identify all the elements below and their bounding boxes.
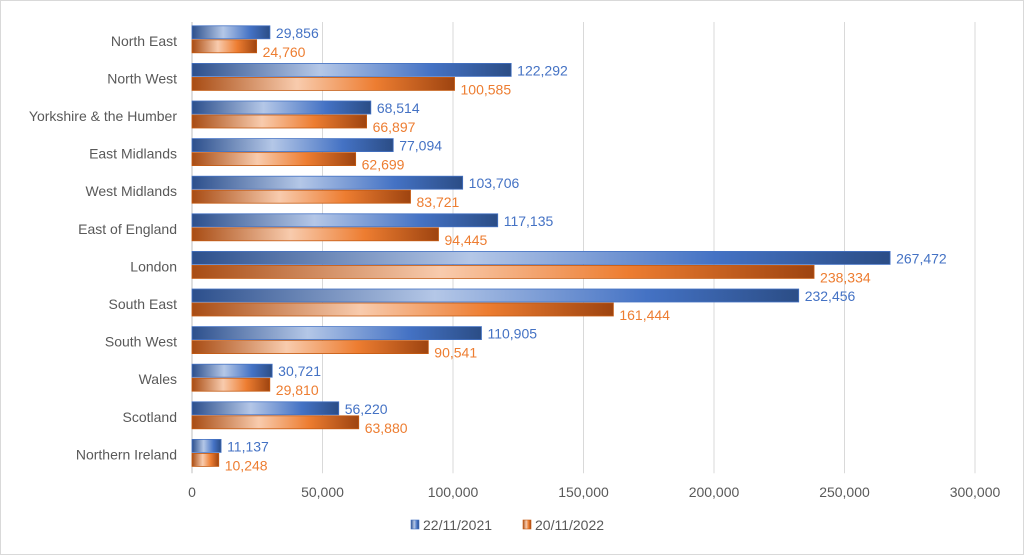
data-label: 11,137 xyxy=(227,438,269,454)
bar-2021 xyxy=(191,438,222,453)
category-label: Northern Ireland xyxy=(76,446,177,462)
bar-2022 xyxy=(191,377,271,392)
data-label: 63,880 xyxy=(365,420,408,436)
data-label: 10,248 xyxy=(225,457,268,473)
data-label: 83,721 xyxy=(417,194,460,210)
legend-swatch-2021 xyxy=(410,519,420,530)
x-tick-label: 200,000 xyxy=(689,484,740,500)
category-label: South West xyxy=(105,334,177,350)
bar-2022 xyxy=(191,264,815,279)
data-label: 103,706 xyxy=(469,175,520,191)
x-tick-label: 250,000 xyxy=(819,484,870,500)
bar-2022 xyxy=(191,340,429,355)
data-label: 24,760 xyxy=(263,44,306,60)
category-label: West Midlands xyxy=(85,183,177,199)
bar-2021 xyxy=(191,401,340,416)
x-tick-label: 300,000 xyxy=(950,484,1001,500)
data-label: 110,905 xyxy=(487,326,537,342)
category-label: Yorkshire & the Humber xyxy=(29,108,177,124)
data-label: 238,334 xyxy=(820,269,871,285)
legend-swatch-2022 xyxy=(522,519,532,530)
data-label: 77,094 xyxy=(399,138,442,154)
bar-2021 xyxy=(191,288,800,303)
bar-2021 xyxy=(191,138,394,153)
x-tick-label: 100,000 xyxy=(428,484,479,500)
data-label: 62,699 xyxy=(362,157,405,173)
data-label: 66,897 xyxy=(373,119,416,135)
data-label: 94,445 xyxy=(445,232,488,248)
x-tick-label: 0 xyxy=(188,484,196,500)
bar-2021 xyxy=(191,250,891,265)
bar-2022 xyxy=(191,227,439,242)
data-label: 30,721 xyxy=(278,363,321,379)
category-label: Wales xyxy=(139,371,177,387)
x-tick-label: 50,000 xyxy=(301,484,344,500)
data-label: 29,856 xyxy=(276,25,319,41)
category-label: East Midlands xyxy=(89,146,177,162)
bar-2021 xyxy=(191,25,271,40)
data-label: 117,135 xyxy=(504,213,554,229)
bar-2022 xyxy=(191,114,368,129)
bar-2022 xyxy=(191,415,360,430)
data-label: 232,456 xyxy=(805,288,856,304)
bar-2021 xyxy=(191,213,499,228)
data-label: 100,585 xyxy=(461,81,512,97)
legend-label: 22/11/2021 xyxy=(423,517,492,533)
bar-2021 xyxy=(191,363,273,378)
bar-2021 xyxy=(191,100,372,115)
data-label: 267,472 xyxy=(896,250,947,266)
bar-2022 xyxy=(191,39,258,54)
data-label: 68,514 xyxy=(377,100,420,116)
category-label: Scotland xyxy=(123,409,177,425)
data-label: 122,292 xyxy=(517,62,568,78)
bar-2022 xyxy=(191,302,614,317)
category-label: South East xyxy=(109,296,178,312)
bar-2021 xyxy=(191,326,482,341)
data-label: 161,444 xyxy=(619,307,670,323)
bar-2021 xyxy=(191,63,512,77)
category-label: East of England xyxy=(78,221,177,237)
data-label: 90,541 xyxy=(434,345,477,361)
bar-2022 xyxy=(191,189,411,204)
category-label: London xyxy=(130,258,177,274)
bar-2022 xyxy=(191,152,357,167)
legend-label: 20/11/2022 xyxy=(535,517,604,533)
bar-2022 xyxy=(191,452,220,467)
x-tick-label: 150,000 xyxy=(558,484,609,500)
bar-2022 xyxy=(191,77,455,91)
data-label: 29,810 xyxy=(276,382,319,398)
category-label: North East xyxy=(111,33,177,49)
category-label: North West xyxy=(107,70,177,86)
bar-2021 xyxy=(191,175,464,190)
data-label: 56,220 xyxy=(345,401,388,417)
